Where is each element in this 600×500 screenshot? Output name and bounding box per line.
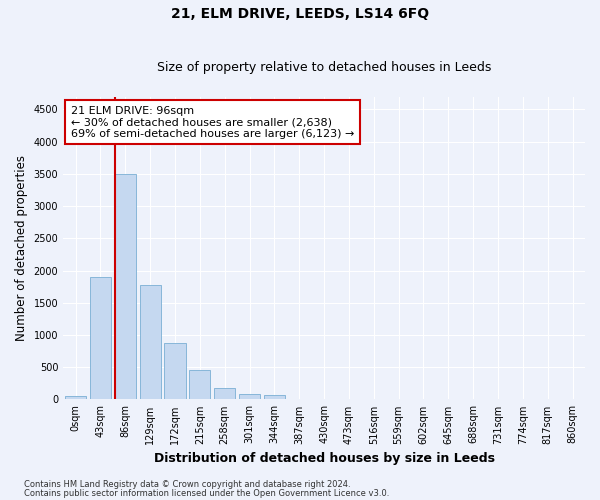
Bar (164, 343, 185, 400)
Bar (65, 396, 86, 400)
Bar (115, 174, 136, 400)
Y-axis label: Number of detached properties: Number of detached properties (15, 155, 28, 341)
Bar (189, 370, 211, 400)
Title: Size of property relative to detached houses in Leeds: Size of property relative to detached ho… (157, 62, 491, 74)
Bar (90, 277, 111, 400)
Bar (214, 388, 235, 400)
Bar (239, 394, 260, 400)
Text: Contains public sector information licensed under the Open Government Licence v3: Contains public sector information licen… (24, 489, 389, 498)
Text: 21, ELM DRIVE, LEEDS, LS14 6FQ: 21, ELM DRIVE, LEEDS, LS14 6FQ (171, 8, 429, 22)
Bar (264, 395, 285, 400)
Bar (140, 285, 161, 400)
Text: 21 ELM DRIVE: 96sqm
← 30% of detached houses are smaller (2,638)
69% of semi-det: 21 ELM DRIVE: 96sqm ← 30% of detached ho… (71, 106, 355, 139)
Text: Contains HM Land Registry data © Crown copyright and database right 2024.: Contains HM Land Registry data © Crown c… (24, 480, 350, 489)
X-axis label: Distribution of detached houses by size in Leeds: Distribution of detached houses by size … (154, 452, 494, 465)
